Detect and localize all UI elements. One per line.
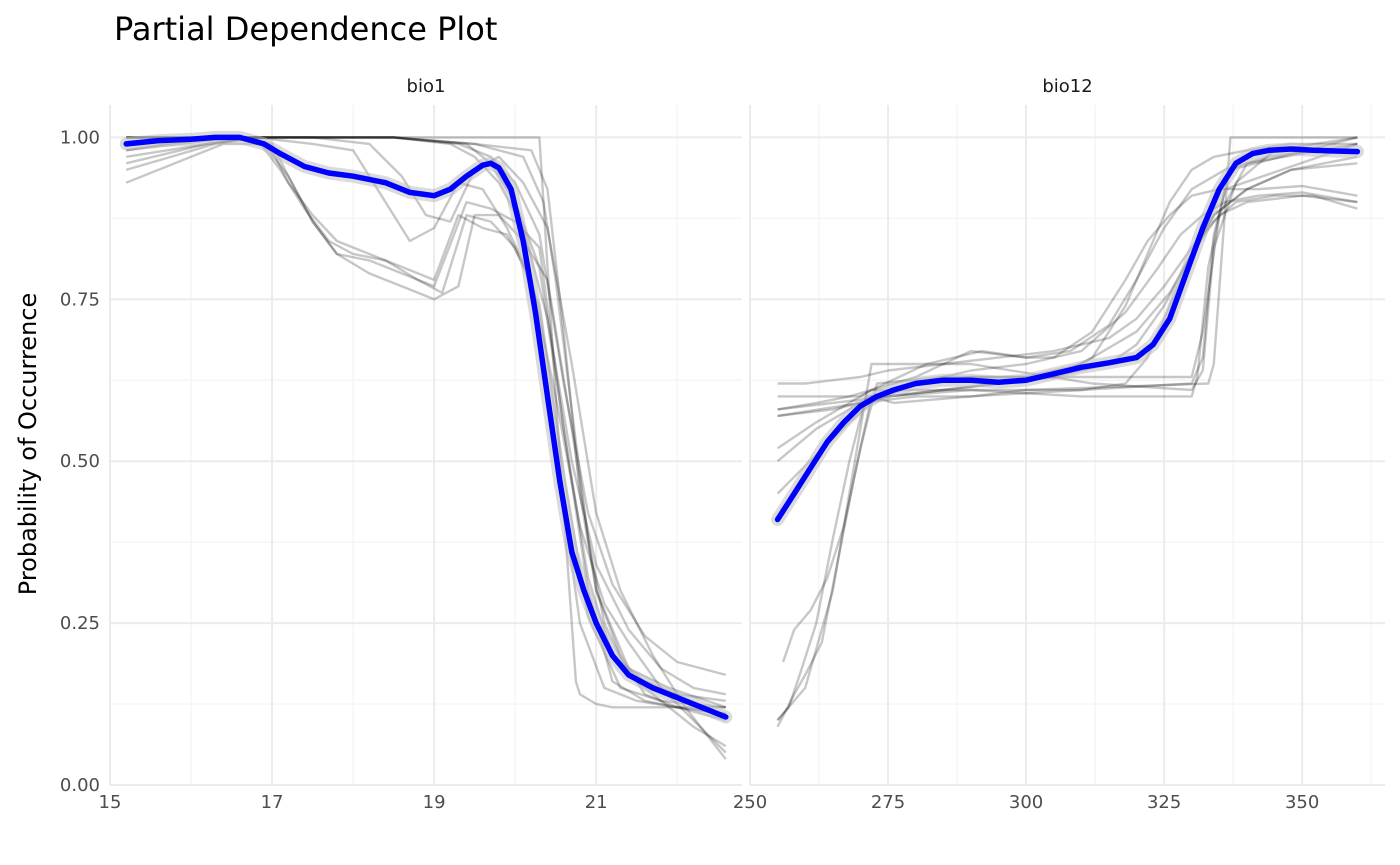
facet-strip-label: bio12 [1042,76,1092,97]
x-tick-label: 19 [423,792,446,813]
individual-curve [125,136,727,754]
y-tick-label: 0.00 [60,775,100,796]
x-tick-label: 350 [1285,792,1319,813]
confidence-ribbon [119,130,733,724]
individual-curve [777,142,1358,411]
confidence-ribbon [771,142,1364,526]
x-tick-label: 325 [1147,792,1181,813]
individual-curve [776,136,1358,721]
individual-curve [126,136,727,760]
individual-curve [776,136,1358,728]
facet-strip-label: bio1 [407,76,446,97]
individual-curve [126,136,726,715]
individual-curve [126,136,726,715]
y-tick-label: 1.00 [60,127,100,148]
individual-curve [776,194,1358,463]
facet-panels: bio1 15 17 19 21 0.00 0.25 0.50 0.75 1.00 bio12 250… [60,76,1385,813]
y-tick-label: 0.25 [60,613,100,634]
individual-curve [126,136,727,696]
individual-curve [777,136,1358,398]
y-tick-label: 0.50 [60,451,100,472]
individual-curve [126,136,727,748]
individual-curve [126,136,727,677]
y-tick-label: 0.75 [60,289,100,310]
x-tick-label: 275 [871,792,905,813]
individual-curve [126,136,726,702]
smooth-curve [123,134,729,720]
individual-curve [776,191,1358,495]
individual-curve [126,136,727,722]
individual-curve [126,136,726,709]
individual-curve [777,184,1358,411]
individual-curve [125,142,727,709]
smooth-curve [774,146,1361,523]
y-axis-title: Probability of Occurrence [14,293,42,595]
individual-curve [777,155,1358,418]
x-tick-label: 250 [733,792,767,813]
panel-bio1: bio1 15 17 19 21 0.00 0.25 0.50 0.75 1.00 [60,76,742,813]
panel-bio12: bio12 250 275 300 325 350 [733,76,1385,813]
x-tick-label: 300 [1009,792,1043,813]
x-tick-label: 17 [261,792,284,813]
x-tick-label: 15 [99,792,122,813]
chart-title: Partial Dependence Plot [114,10,497,48]
x-tick-label: 21 [585,792,608,813]
individual-curve [777,194,1358,385]
